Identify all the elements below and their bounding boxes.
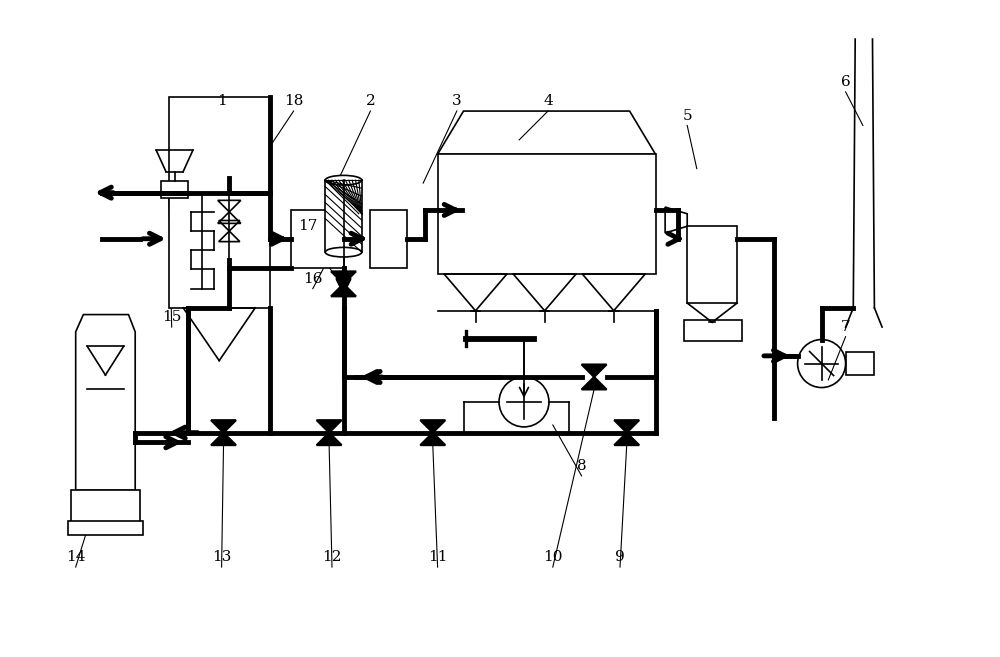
Bar: [325, 180, 362, 252]
Bar: [161, 181, 188, 198]
Polygon shape: [614, 433, 639, 445]
Polygon shape: [582, 365, 607, 377]
Text: 18: 18: [284, 95, 303, 108]
Text: 14: 14: [66, 551, 85, 564]
Bar: [370, 210, 407, 267]
Polygon shape: [420, 433, 445, 445]
Polygon shape: [420, 420, 445, 433]
Bar: [71, 490, 140, 524]
Text: 10: 10: [543, 551, 563, 564]
Text: 1: 1: [217, 95, 226, 108]
Polygon shape: [582, 377, 607, 390]
Text: 7: 7: [841, 320, 850, 334]
Text: 9: 9: [615, 551, 625, 564]
Polygon shape: [331, 271, 356, 284]
Bar: [846, 352, 874, 375]
Polygon shape: [211, 420, 236, 433]
Bar: [291, 210, 344, 267]
Bar: [438, 154, 656, 274]
Text: 12: 12: [322, 551, 342, 564]
Ellipse shape: [325, 175, 362, 185]
Polygon shape: [331, 284, 356, 296]
Text: 13: 13: [212, 551, 231, 564]
Text: 17: 17: [298, 219, 318, 233]
Text: 4: 4: [543, 95, 553, 108]
Text: 8: 8: [577, 459, 586, 473]
Text: 5: 5: [682, 109, 692, 123]
Polygon shape: [211, 433, 236, 445]
Text: 11: 11: [428, 551, 447, 564]
Polygon shape: [614, 420, 639, 433]
Ellipse shape: [325, 248, 362, 257]
Polygon shape: [317, 433, 342, 445]
Polygon shape: [317, 420, 342, 433]
Bar: [684, 321, 742, 342]
Text: 15: 15: [162, 311, 181, 325]
Text: 16: 16: [303, 272, 323, 286]
Text: 3: 3: [452, 95, 462, 108]
Bar: [68, 521, 143, 535]
Text: 6: 6: [841, 76, 850, 89]
Bar: [169, 97, 270, 308]
Bar: [687, 226, 737, 303]
Text: 2: 2: [366, 95, 375, 108]
